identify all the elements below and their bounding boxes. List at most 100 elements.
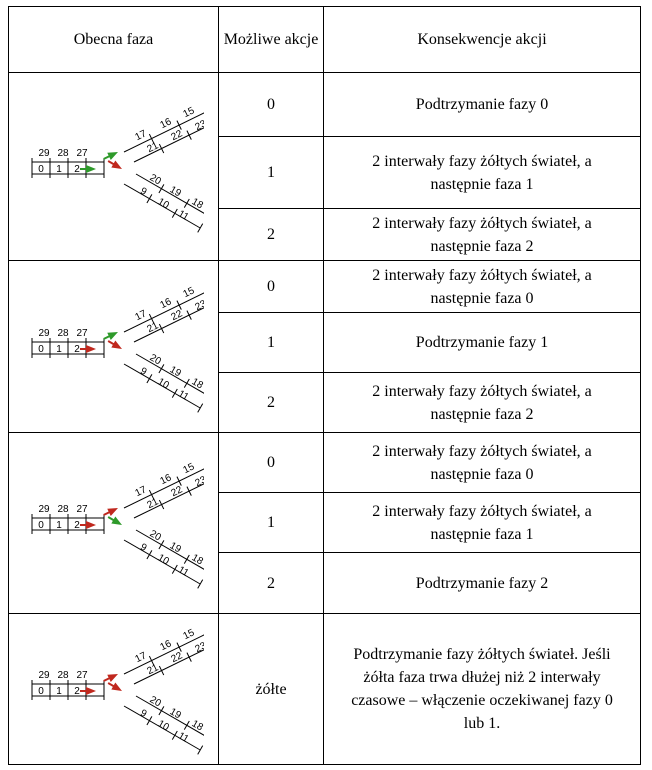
- road-tick: [158, 323, 164, 333]
- lane-label: 9: [138, 365, 149, 378]
- lane-label: 20: [147, 172, 163, 187]
- header-consequences: Konsekwencje akcji: [323, 6, 641, 73]
- arrow-shape: [107, 339, 122, 349]
- lane-label: 2: [74, 164, 80, 175]
- lane-label: 16: [158, 472, 173, 487]
- arrow-shape: [107, 682, 122, 691]
- road-line: [123, 705, 200, 751]
- consequence-cell: 2 interwały fazy żółtych świateł, a nast…: [323, 136, 641, 209]
- consequence-cell: Podtrzymanie fazy 0: [323, 72, 641, 137]
- lane-label: 17: [133, 128, 148, 143]
- lane-label: 9: [138, 708, 149, 721]
- lane-label: 23: [193, 118, 204, 133]
- road-tick: [196, 222, 203, 233]
- lane-label: 2: [74, 344, 80, 355]
- lane-label: 21: [145, 140, 160, 155]
- arrow-shape: [102, 508, 118, 516]
- signal-left-icon: [79, 521, 96, 529]
- consequence-cell: 2 interwały fazy żółtych świateł, a nast…: [323, 432, 641, 493]
- road-line: [123, 468, 204, 509]
- road-line: [133, 649, 204, 685]
- road-tick: [148, 133, 154, 143]
- road-line: [123, 539, 200, 585]
- arrow-shape: [79, 521, 96, 529]
- road-tick: [183, 198, 190, 208]
- road-tick: [145, 550, 152, 560]
- signal-right-icon: [107, 159, 122, 169]
- road-line: [133, 483, 204, 519]
- road-tick: [196, 579, 203, 589]
- lane-label: 28: [57, 328, 69, 339]
- road-tick: [171, 388, 178, 398]
- road-tick: [158, 499, 164, 510]
- road-line: [123, 111, 204, 152]
- lane-label: 16: [158, 638, 173, 653]
- action-cell: 1: [218, 492, 324, 553]
- lane-label: 9: [138, 542, 149, 555]
- road-tick: [157, 183, 164, 193]
- consequence-cell: Podtrzymanie fazy 1: [323, 312, 641, 373]
- phase-diagram-cell: 29 28 27 0 1 2 17 16 15 21 22 23 20 19 18 9 10 11: [8, 613, 219, 765]
- action-cell: 2: [218, 208, 324, 261]
- lane-label: 17: [133, 308, 148, 323]
- signal-left-icon: [79, 687, 96, 695]
- signal-right-icon: [107, 516, 122, 525]
- road-tick: [196, 745, 203, 755]
- action-cell: 1: [218, 136, 324, 209]
- header-row: Obecna faza Możliwe akcje Konsekwencje a…: [8, 6, 641, 73]
- lane-label: 1: [56, 686, 62, 697]
- lane-label: 20: [147, 528, 163, 543]
- road-tick: [185, 652, 192, 662]
- lane-label: 10: [155, 552, 171, 567]
- road-line: [133, 306, 204, 342]
- signal-upper-icon: [102, 508, 118, 516]
- consequence-cell: 2 interwały fazy żółtych świateł, a nast…: [323, 260, 641, 313]
- header-possible-actions: Możliwe akcje: [218, 6, 324, 73]
- road-line: [135, 173, 204, 214]
- signal-right-icon: [107, 682, 122, 691]
- lane-label: 22: [169, 650, 184, 665]
- lane-label: 15: [181, 285, 196, 300]
- road-tick: [183, 378, 190, 388]
- road-line: [133, 126, 204, 162]
- signal-upper-icon: [102, 331, 118, 340]
- road-tick: [145, 716, 152, 726]
- lane-label: 27: [76, 148, 88, 159]
- road-tick: [175, 119, 182, 130]
- lane-label: 2: [74, 520, 80, 531]
- consequence-cell: Podtrzymanie fazy 2: [323, 552, 641, 614]
- phase-diagram-cell: 29 28 27 0 1 2 17 16 15 21 22 23 20 19 18 9 10 11: [8, 432, 219, 614]
- lane-label: 18: [189, 718, 203, 733]
- action-cell: żółte: [218, 613, 324, 765]
- action-cell: 0: [218, 260, 324, 313]
- lane-label: 16: [158, 116, 173, 131]
- lane-label: 28: [57, 504, 69, 515]
- action-cell: 0: [218, 72, 324, 137]
- road-tick: [171, 564, 178, 574]
- road-tick: [175, 299, 182, 310]
- phase-actions-table: Obecna faza Możliwe akcje Konsekwencje a…: [8, 6, 641, 765]
- lane-label: 10: [155, 376, 171, 391]
- lane-label: 15: [181, 461, 196, 476]
- lane-label: 23: [193, 640, 204, 655]
- road-line: [135, 695, 204, 736]
- road-line: [123, 363, 200, 408]
- road-tick: [157, 540, 164, 550]
- lane-label: 22: [169, 128, 184, 143]
- lane-label: 0: [38, 164, 44, 175]
- road-tick: [148, 489, 154, 500]
- arrow-shape: [102, 151, 118, 160]
- table-row: 29 28 27 0 1 2 17 16 15 21 22 23 20 19 18 9 10 11 żółte P…: [8, 613, 641, 765]
- phase-diagram-cell: 29 28 27 0 1 2 17 16 15 21 22 23 20 19 18 9 10 11: [8, 260, 219, 433]
- consequence-cell: Podtrzymanie fazy żółtych świateł. Jeśli…: [323, 613, 641, 765]
- lane-label: 28: [57, 148, 69, 159]
- lane-label: 22: [169, 484, 184, 499]
- lane-label: 19: [167, 540, 183, 555]
- lane-label: 22: [169, 308, 184, 323]
- road-tick: [196, 402, 203, 413]
- phase-diagram-cell: 29 28 27 0 1 2 17 16 15 21 22 23 20 19 18 9 10 11: [8, 72, 219, 261]
- lane-label: 0: [38, 686, 44, 697]
- signal-left-icon: [79, 344, 96, 353]
- lane-label: 29: [38, 328, 50, 339]
